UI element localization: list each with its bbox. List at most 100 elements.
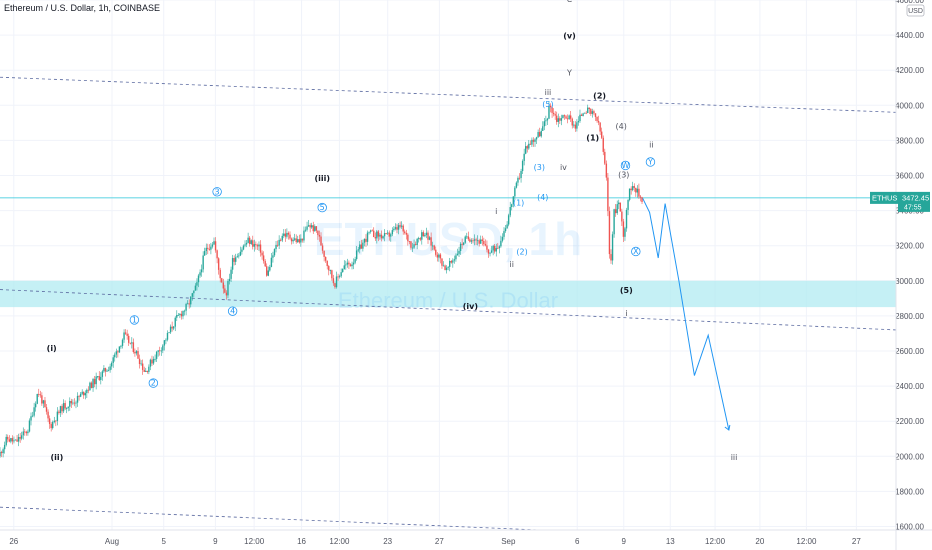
- candle-body: [151, 359, 153, 364]
- candle-body: [368, 231, 370, 233]
- candle-body: [388, 232, 390, 237]
- candle-body: [140, 363, 142, 365]
- wave-label: C: [567, 0, 573, 4]
- candle-body: [528, 143, 530, 149]
- candle-body: [416, 238, 418, 246]
- y-tick-label: 3000.00: [895, 277, 924, 286]
- candle-body: [548, 105, 550, 119]
- candle-body: [120, 345, 122, 347]
- candle-body: [90, 382, 93, 388]
- candle-body: [39, 394, 42, 396]
- candle-body: [311, 225, 313, 228]
- candle-body: [183, 310, 186, 312]
- candle-body: [340, 272, 342, 277]
- grid-layer: [0, 0, 896, 530]
- candle-body: [259, 244, 262, 253]
- candle-body: [227, 281, 229, 296]
- candle-body: [396, 227, 398, 230]
- candle-body: [295, 238, 297, 242]
- tag-price: 3472.45: [902, 193, 929, 202]
- candle-body: [360, 244, 363, 249]
- candle-body: [455, 255, 457, 260]
- symbol-legend[interactable]: Ethereum / U.S. Dollar, 1h, COINBASE: [4, 3, 161, 13]
- candle-body: [217, 258, 220, 270]
- candle-body: [33, 407, 35, 416]
- projection-path[interactable]: [642, 198, 730, 431]
- candle-body: [442, 265, 445, 267]
- wave-label: (4): [615, 122, 626, 131]
- candle-body: [371, 230, 373, 232]
- candle-body: [346, 262, 349, 265]
- candle-body: [583, 112, 586, 114]
- y-tick-label: 2600.00: [895, 347, 924, 356]
- candle-body: [408, 241, 411, 242]
- candle-body: [552, 112, 555, 115]
- candle-body: [89, 382, 91, 391]
- candle-body: [588, 107, 590, 109]
- candle-body: [180, 313, 183, 317]
- candle-body: [377, 231, 380, 237]
- candle-body: [579, 114, 581, 122]
- candle-body: [391, 230, 394, 235]
- candle-body: [65, 408, 68, 409]
- candle-body: [214, 241, 217, 251]
- candle-body: [205, 247, 207, 252]
- candle-body: [436, 254, 439, 258]
- candle-body: [469, 239, 471, 242]
- candle-body: [191, 293, 193, 297]
- candle-body: [532, 139, 535, 142]
- candle-body: [44, 400, 46, 408]
- candle-body: [568, 115, 570, 120]
- candle-body: [297, 239, 299, 242]
- candle-body: [121, 339, 124, 346]
- x-tick-label: 27: [852, 537, 861, 546]
- candle-body: [162, 345, 164, 351]
- candle-body: [563, 115, 566, 117]
- candle-body: [329, 270, 332, 271]
- candle-body: [397, 225, 400, 230]
- candle-body: [30, 416, 32, 421]
- candle-body: [611, 234, 614, 261]
- candle-body: [109, 366, 111, 371]
- candle-body: [517, 177, 519, 183]
- candle-body: [531, 139, 533, 145]
- candle-body: [509, 207, 511, 216]
- candle-body: [64, 403, 66, 409]
- candle-body: [75, 402, 77, 404]
- currency-badge-box[interactable]: [906, 4, 925, 17]
- candle-body: [597, 120, 600, 123]
- candle-body: [132, 342, 135, 353]
- candle-body: [618, 202, 620, 205]
- candle-body: [439, 254, 442, 259]
- candle-body: [546, 118, 549, 121]
- candle-body: [481, 239, 483, 241]
- currency-badge-label[interactable]: USD: [908, 8, 923, 15]
- wave-label: (v): [563, 32, 576, 41]
- candle-body: [56, 411, 59, 421]
- candle-body: [114, 354, 116, 358]
- candle-body: [355, 250, 358, 260]
- candle-body: [359, 244, 361, 250]
- currency-badge[interactable]: USD: [906, 4, 925, 17]
- candle-body: [10, 438, 12, 442]
- candle-body: [117, 351, 119, 353]
- candle-body: [284, 233, 287, 237]
- candle-body: [366, 232, 369, 242]
- candle-body: [590, 108, 592, 114]
- candle-body: [430, 237, 432, 246]
- candle-body: [196, 282, 198, 286]
- candle-body: [608, 211, 611, 255]
- candle-body: [307, 225, 310, 227]
- candle-body: [560, 118, 563, 121]
- candle-body: [87, 389, 90, 391]
- candle-body: [0, 451, 3, 454]
- candle-body: [281, 235, 283, 241]
- candle-body: [380, 234, 383, 239]
- candle-body: [566, 118, 569, 120]
- resistance-zone[interactable]: [0, 280, 896, 308]
- candle-body: [304, 229, 307, 231]
- candle-body: [199, 272, 201, 276]
- wave-label: (2): [593, 91, 606, 100]
